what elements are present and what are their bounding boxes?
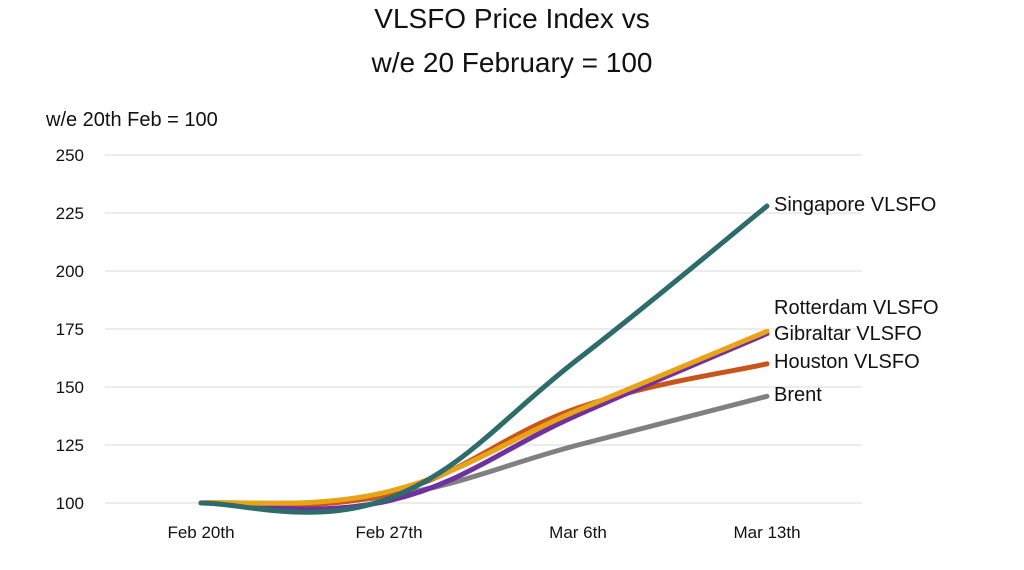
series-label: Rotterdam VLSFO [774, 297, 939, 319]
series-label: Brent [774, 384, 822, 406]
y-tick-label: 250 [56, 146, 84, 165]
series-labels: Brent Houston VLSFO Gibraltar VLSFO Rotterd… [774, 194, 939, 406]
x-tick-label: Feb 27th [355, 523, 422, 542]
x-tick-label: Feb 20th [167, 523, 234, 542]
series-line-rotterdam-vlsfo [198, 328, 770, 506]
y-axis-ticks: 100 125 150 175 200 225 250 [56, 146, 84, 513]
series-label: Gibraltar VLSFO [774, 323, 922, 345]
y-tick-label: 150 [56, 378, 84, 397]
x-axis-ticks: Feb 20th Feb 27th Mar 6th Mar 13th [167, 523, 800, 542]
y-tick-label: 100 [56, 494, 84, 513]
series-line-gibraltar-vlsfo [198, 331, 770, 512]
series-lines [198, 203, 770, 515]
series-line-brent [198, 393, 770, 506]
series-line-houston-vlsfo [198, 361, 770, 508]
chart-title-line-2: w/e 20 February = 100 [371, 47, 653, 78]
x-tick-label: Mar 13th [733, 523, 800, 542]
y-tick-label: 200 [56, 262, 84, 281]
series-line-singapore-vlsfo [198, 203, 770, 515]
y-tick-label: 225 [56, 204, 84, 223]
gridlines [105, 154, 862, 504]
chart-title-line-1: VLSFO Price Index vs [374, 3, 649, 34]
series-label: Houston VLSFO [774, 351, 920, 373]
series-label: Singapore VLSFO [774, 194, 936, 216]
y-tick-label: 175 [56, 320, 84, 339]
x-tick-label: Mar 6th [549, 523, 607, 542]
y-tick-label: 125 [56, 436, 84, 455]
y-axis-label: w/e 20th Feb = 100 [45, 109, 218, 131]
